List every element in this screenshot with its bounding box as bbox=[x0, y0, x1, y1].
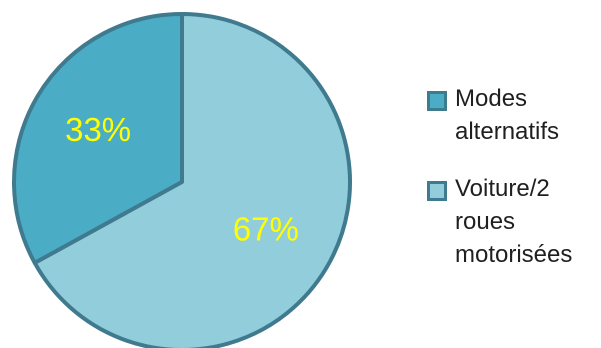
legend-item-modes-alternatifs: Modes alternatifs bbox=[427, 82, 597, 148]
legend-label-voiture-2-roues: Voiture/2 roues motorisées bbox=[455, 175, 573, 268]
data-label-2: 67% bbox=[233, 210, 299, 247]
pie-slice-2 bbox=[32, 12, 352, 348]
legend-swatch-voiture-2-roues bbox=[427, 181, 447, 201]
pie-slices bbox=[12, 12, 352, 348]
legend-swatch-modes-alternatifs bbox=[427, 91, 447, 111]
legend-item-voiture-2-roues: Voiture/2 roues motorisées bbox=[427, 172, 597, 271]
pie-slice-1 bbox=[12, 12, 184, 265]
data-label-1: 33% bbox=[65, 111, 131, 148]
legend-label-modes-alternatifs: Modes alternatifs bbox=[455, 85, 560, 145]
pie-data-labels: 33% 67% bbox=[65, 111, 299, 247]
legend: Modes alternatifs Voiture/2 roues motori… bbox=[427, 82, 597, 295]
